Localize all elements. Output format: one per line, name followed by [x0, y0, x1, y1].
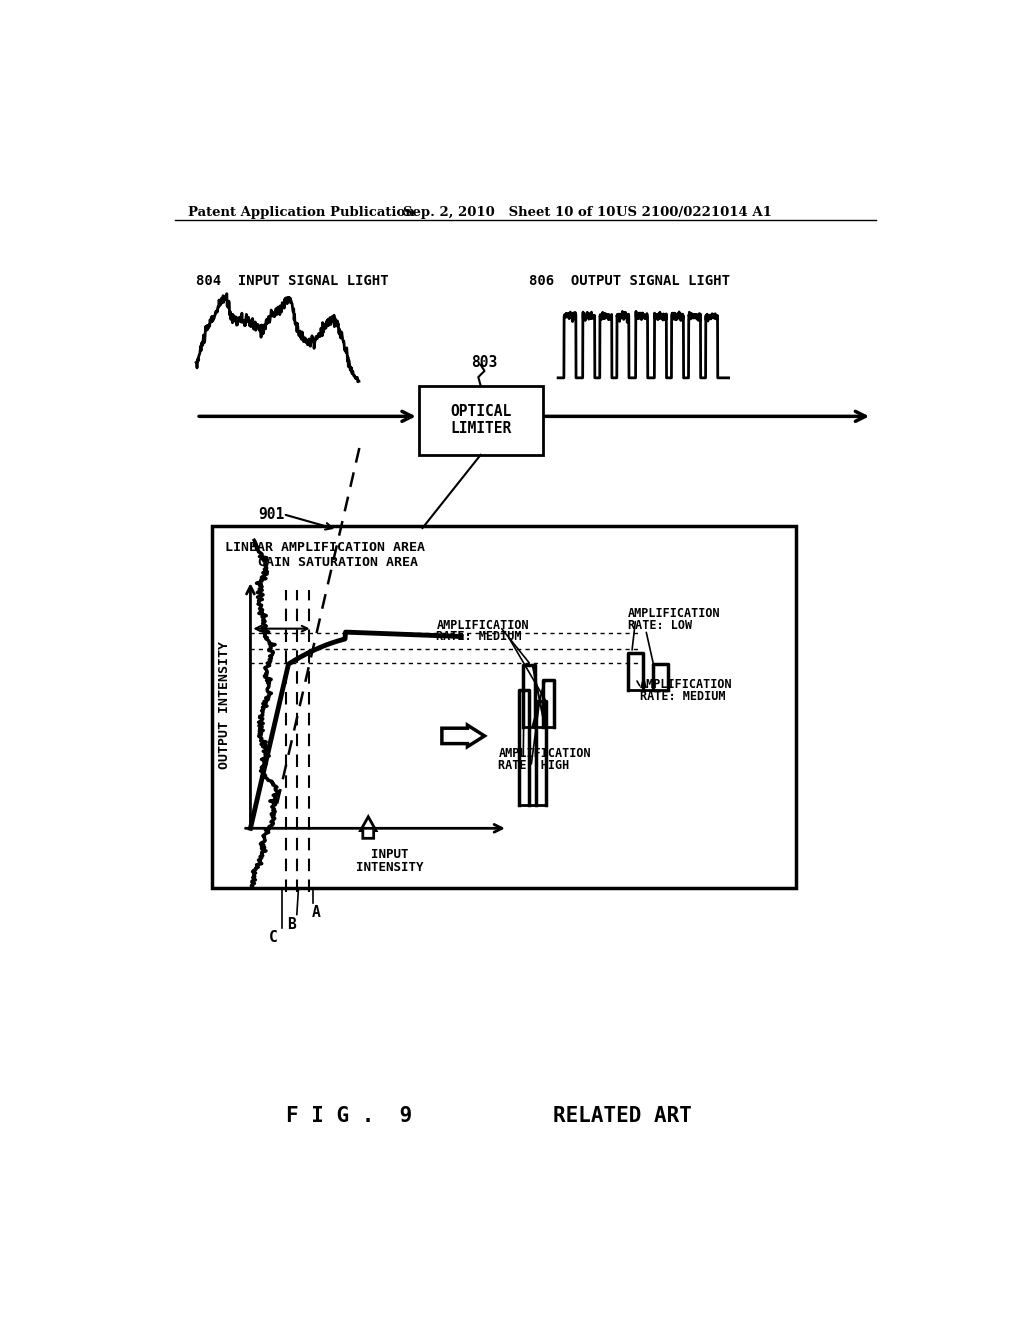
Text: 901: 901: [258, 507, 285, 523]
Text: B: B: [288, 917, 296, 932]
Text: US 2100/0221014 A1: US 2100/0221014 A1: [616, 206, 772, 219]
Text: C: C: [269, 929, 278, 945]
Text: RATE: HIGH: RATE: HIGH: [499, 759, 569, 772]
Text: AMPLIFICATION: AMPLIFICATION: [640, 678, 732, 692]
FancyArrow shape: [442, 725, 484, 747]
Bar: [419, 385, 543, 455]
Text: LINEAR AMPLIFICATION AREA: LINEAR AMPLIFICATION AREA: [225, 541, 425, 554]
Text: F I G .  9: F I G . 9: [286, 1106, 412, 1126]
Text: GAIN SATURATION AREA: GAIN SATURATION AREA: [258, 556, 418, 569]
Text: 803: 803: [471, 355, 498, 370]
Text: INPUT: INPUT: [371, 847, 409, 861]
Text: 804  INPUT SIGNAL LIGHT: 804 INPUT SIGNAL LIGHT: [197, 275, 389, 288]
Text: INTENSITY: INTENSITY: [356, 861, 424, 874]
Text: OPTICAL
LIMITER: OPTICAL LIMITER: [450, 404, 511, 437]
Bar: [212, 527, 796, 888]
Text: RELATED ART: RELATED ART: [553, 1106, 692, 1126]
FancyArrow shape: [360, 817, 376, 838]
Text: AMPLIFICATION: AMPLIFICATION: [499, 747, 591, 760]
Text: AMPLIFICATION: AMPLIFICATION: [436, 619, 529, 632]
Text: RATE: MEDIUM: RATE: MEDIUM: [640, 689, 725, 702]
Text: RATE: LOW: RATE: LOW: [628, 619, 692, 632]
Text: A: A: [311, 906, 321, 920]
Text: Sep. 2, 2010   Sheet 10 of 10: Sep. 2, 2010 Sheet 10 of 10: [403, 206, 615, 219]
Text: AMPLIFICATION: AMPLIFICATION: [628, 607, 721, 620]
Text: Patent Application Publication: Patent Application Publication: [188, 206, 415, 219]
Text: OUTPUT INTENSITY: OUTPUT INTENSITY: [218, 642, 231, 770]
Text: RATE: MEDIUM: RATE: MEDIUM: [436, 631, 522, 643]
Text: 806  OUTPUT SIGNAL LIGHT: 806 OUTPUT SIGNAL LIGHT: [529, 275, 730, 288]
